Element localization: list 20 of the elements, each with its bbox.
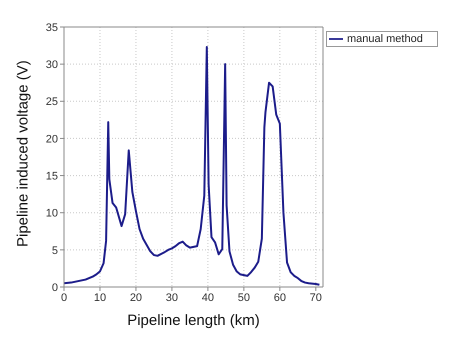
y-tick-label: 15	[46, 170, 58, 182]
y-tick-label: 0	[52, 282, 58, 294]
y-axis-title: Pipeline induced voltage (V)	[14, 60, 32, 247]
x-tick-label: 50	[238, 292, 250, 304]
y-tick-label: 20	[46, 133, 58, 146]
y-tick-label: 5	[52, 244, 58, 257]
y-tick-label: 30	[46, 59, 58, 72]
x-tick-label: 40	[202, 292, 214, 304]
line-series	[64, 46, 320, 286]
y-tick-label: 25	[46, 96, 58, 108]
x-tick-label: 10	[94, 292, 106, 304]
x-tick-label: 30	[166, 292, 178, 304]
x-tick-label: 20	[130, 292, 142, 304]
y-tick-label: 35	[46, 22, 58, 34]
x-tick-label: 70	[310, 292, 322, 304]
x-tick-label: 0	[60, 292, 68, 304]
legend-label: manual method	[347, 33, 423, 45]
x-axis-title: Pipeline length (km)	[127, 312, 260, 329]
y-tick-label: 10	[46, 208, 58, 220]
x-tick-label: 60	[274, 292, 286, 304]
